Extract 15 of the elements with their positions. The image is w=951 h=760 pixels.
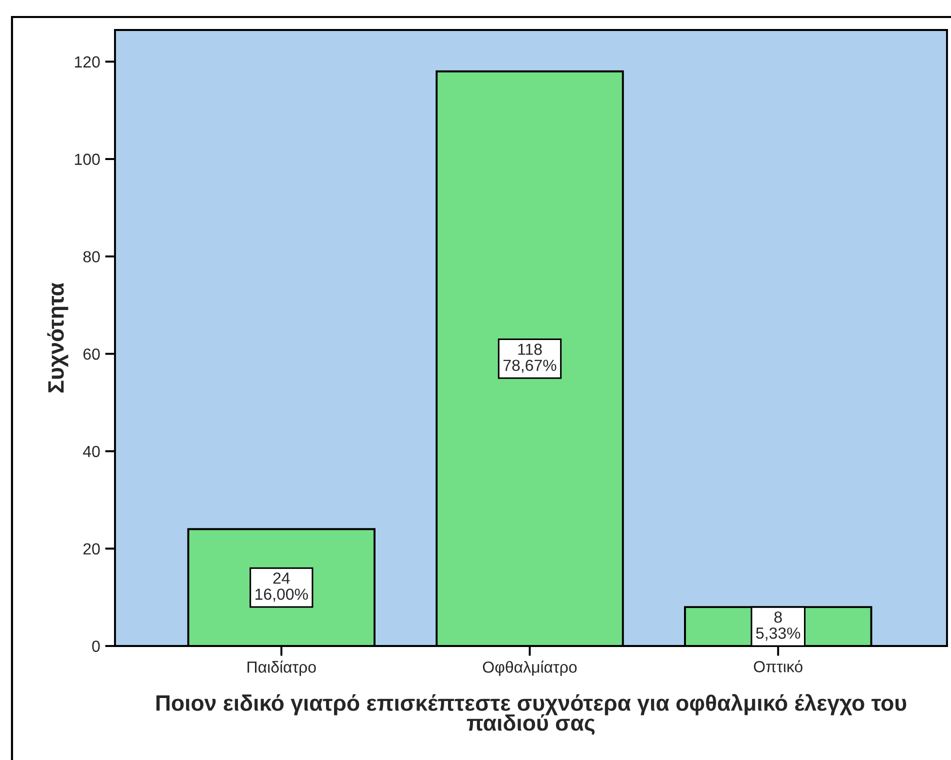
y-tick-label: 100 [74,154,100,165]
y-tick-label: 20 [83,543,100,555]
y-tick-label: 60 [83,348,100,360]
y-tick-label: 0 [92,640,100,652]
data-label: 8 5,33% [756,611,800,641]
x-tick-label: Οπτικό [754,660,802,672]
x-tick-label: Οφθαλμίατρο [482,660,577,676]
x-tick-label: Παιδίατρο [248,660,316,676]
data-label: 118 78,67% [503,344,556,373]
y-axis-title: Συχνότητα [47,282,68,392]
x-axis-title: Ποιον ειδικό γιατρό επισκέπτεστε συχνότερα για οφθαλμικό έλεγχο του παιδιού σας [156,694,906,735]
y-tick-label: 80 [83,251,100,262]
y-tick-label: 120 [74,56,100,68]
data-label: 24 16,00% [256,572,308,602]
y-tick-label: 40 [83,446,100,458]
